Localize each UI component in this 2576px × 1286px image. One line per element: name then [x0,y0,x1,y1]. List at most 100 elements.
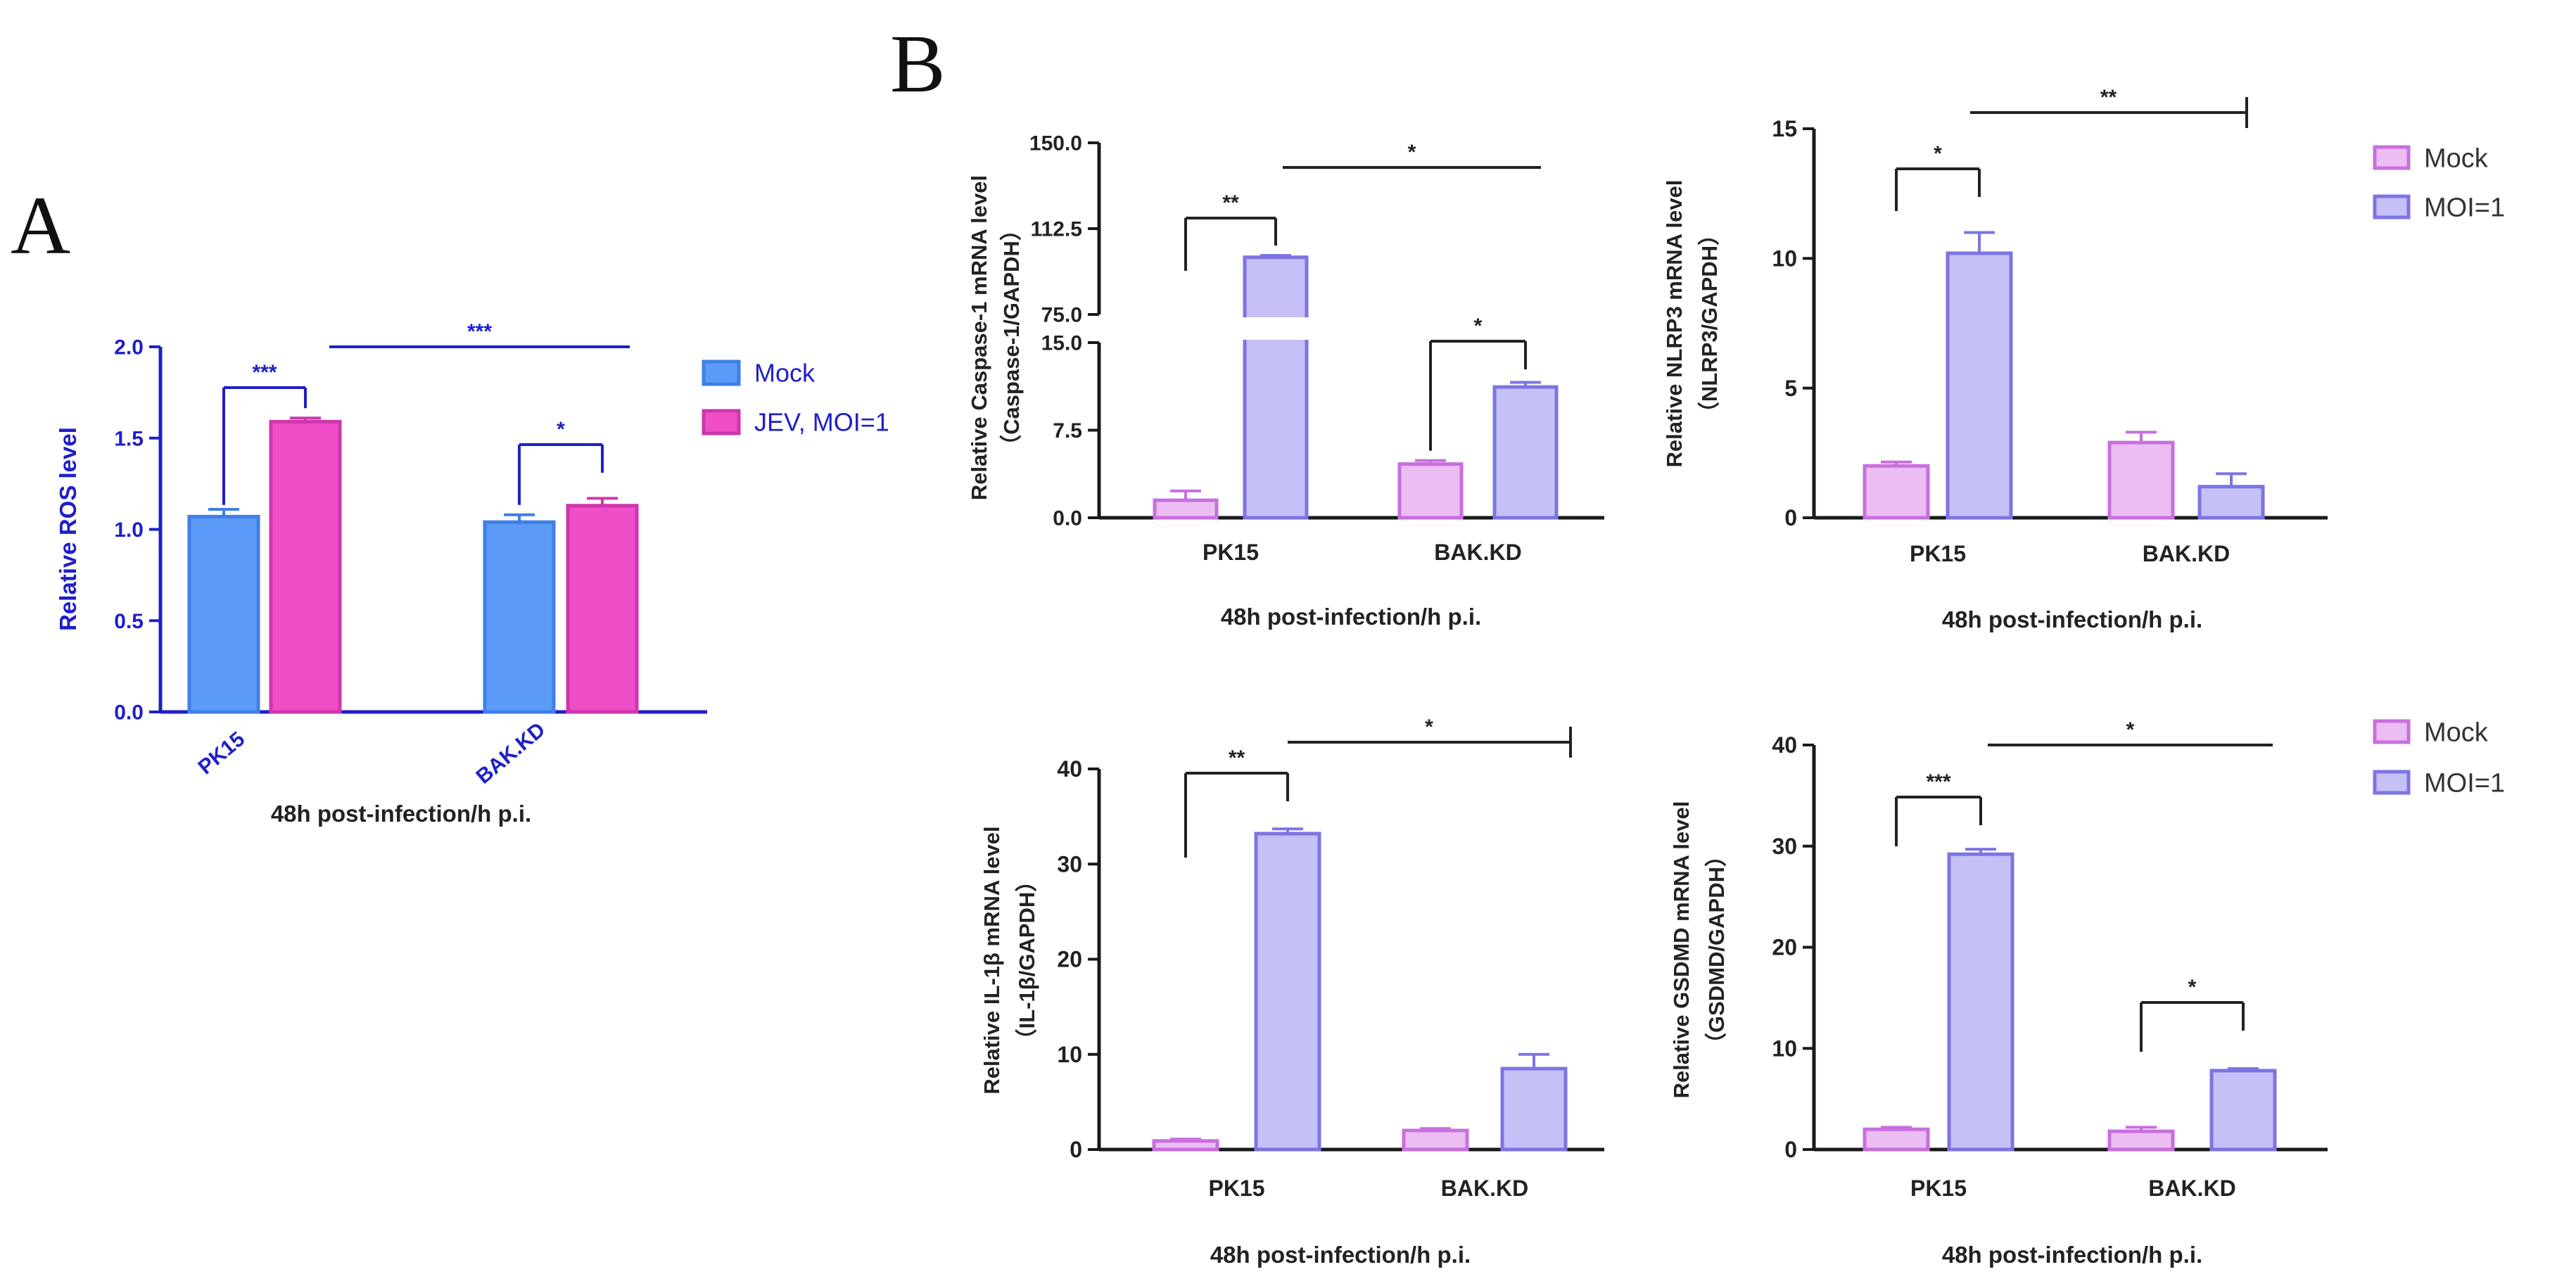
significance-label: * [557,418,565,441]
significance-label: * [1425,715,1433,739]
y-tick-label: 7.5 [1053,419,1082,443]
y-axis-title: Relative NLRP3 mRNA level [1662,180,1687,468]
y-axis-subtitle: （NLRP3/GAPDH） [1697,224,1722,424]
x-axis-title: 48h post-infection/h p.i. [1942,1242,2202,1268]
axis-break-gap [1241,317,1311,340]
y-axis-subtitle: （IL-1β/GAPDH） [1015,870,1039,1051]
bar-jev-moi-1-bak-kd [566,504,639,714]
y-tick-label: 30 [1772,834,1797,859]
x-category-label: BAK.KD [2143,541,2230,566]
y-tick-label: 40 [1057,756,1082,782]
x-category-label: PK15 [1910,1176,1967,1201]
bar-mock-pk15 [1863,1127,1930,1152]
y-tick-label: 1.5 [114,427,144,450]
panel-letter-a: A [11,179,70,272]
bar-moi-1-pk15 [1254,832,1321,1152]
bar-moi-1-bak-kd [2197,485,2265,520]
y-axis-subtitle: （GSDMD/GAPDH） [1704,845,1729,1055]
y-tick-label: 10 [1057,1042,1082,1067]
x-category-label: BAK.KD [1441,1176,1528,1201]
significance-label: * [1474,314,1483,338]
bar-moi-1-bak-kd [1500,1067,1568,1152]
significance-label: * [2188,976,2197,999]
significance-label: ** [1222,191,1239,215]
bar-moi-1-bak-kd [2209,1069,2277,1152]
chart-caspase1: 0.0 7.5 15.0 75.0 112.5 150.0 PK15 BAK.KD Relati… [967,132,1604,630]
y-tick-label: 75.0 [1041,304,1082,327]
x-category-label: BAK.KD [472,718,550,789]
bar-mock-pk15 [1153,498,1219,520]
legend-swatch-mock [702,359,741,386]
x-category-label: PK15 [194,727,250,779]
x-category-label: PK15 [1203,540,1259,565]
legend-label: Mock [2424,144,2489,173]
y-axis-title: Relative Caspase-1 mRNA level [967,175,991,500]
y-tick-label: 40 [1772,732,1797,758]
y-tick-label: 30 [1057,851,1082,877]
legend-swatch-moi-1 [2373,770,2411,795]
x-category-label: BAK.KD [2148,1176,2235,1201]
y-tick-label: 1.0 [114,518,144,542]
y-tick-label: 0.0 [1053,507,1082,530]
bar-mock-pk15 [1152,1139,1219,1152]
y-tick-label: 0 [1070,1137,1082,1162]
legend-label: JEV, MOI=1 [754,408,889,437]
bar-moi-1-bak-kd [1492,385,1559,520]
significance-label: *** [1926,770,1950,794]
significance-label: * [1408,141,1416,164]
legend-swatch-jev-moi-1 [702,409,741,435]
chart-ros: 0.0 0.5 1.0 1.5 2.0 PK15 BAK.KD Relative ROS le… [55,320,889,827]
bar-mock-pk15 [1863,464,1930,520]
y-tick-label: 150.0 [1029,132,1082,155]
bar-moi-1-pk15 [1946,251,2013,520]
bar-mock-bak-kd [1397,462,1464,520]
y-tick-label: 2.0 [114,336,144,359]
significance-label: *** [252,361,277,384]
y-axis-subtitle: （Caspase-1/GAPDH） [999,219,1024,457]
bar-mock-bak-kd [2107,1129,2175,1152]
y-tick-label: 0.0 [114,701,144,725]
y-tick-label: 5 [1784,376,1797,401]
panel-letter-b: B [890,18,946,110]
legend-label: Mock [754,359,816,388]
x-category-label: BAK.KD [1434,540,1521,565]
x-axis-title: 48h post-infection/h p.i. [1942,606,2202,632]
x-axis-title: 48h post-infection/h p.i. [1221,604,1481,630]
bar-mock-bak-kd [2107,440,2175,520]
bar-jev-moi-1-pk15 [269,419,342,714]
y-tick-label: 10 [1772,246,1797,272]
y-tick-label: 10 [1772,1036,1797,1061]
chart-gsdmd: 0 10 20 30 40 PK15 BAK.KD Relative GSDMD mRNA l… [1669,718,2505,1268]
significance-label: ** [1229,746,1245,770]
x-category-label: PK15 [1910,541,1966,566]
bar-moi-1-pk15 [1947,852,2015,1152]
significance-label: ** [2100,86,2117,109]
y-axis-title: Relative GSDMD mRNA level [1669,801,1694,1099]
y-tick-label: 15 [1772,116,1797,141]
legend-swatch-mock [2373,719,2411,744]
chart-il1b: 0 10 20 30 40 PK15 BAK.KD Relative IL-1β mRNA l… [979,715,1604,1268]
chart-nlrp3: 0 5 10 15 PK15 BAK.KD Relative NLRP3 mRNA leve… [1662,86,2505,632]
x-category-label: PK15 [1208,1176,1264,1201]
y-axis-title: Relative ROS level [55,427,81,631]
bar-mock-bak-kd [1402,1128,1469,1152]
y-tick-label: 112.5 [1031,218,1082,241]
y-tick-label: 20 [1057,947,1082,972]
y-axis-title: Relative IL-1β mRNA level [979,826,1004,1094]
significance-label: * [2126,718,2135,741]
x-axis-title: 48h post-infection/h p.i. [271,801,531,827]
significance-label: *** [467,320,492,343]
x-axis-title: 48h post-infection/h p.i. [1210,1242,1471,1268]
legend-swatch-moi-1 [2373,194,2411,219]
legend-label: Mock [2424,718,2489,747]
bar-moi-1-pk15 [1243,255,1309,520]
y-tick-label: 15.0 [1041,332,1082,355]
significance-label: * [1934,142,1942,165]
y-tick-label: 0 [1784,505,1797,530]
bar-mock-bak-kd [483,520,556,714]
y-tick-label: 0 [1784,1137,1797,1162]
bar-mock-pk15 [187,514,260,714]
legend-label: MOI=1 [2424,768,2505,798]
y-tick-label: 20 [1772,935,1797,960]
